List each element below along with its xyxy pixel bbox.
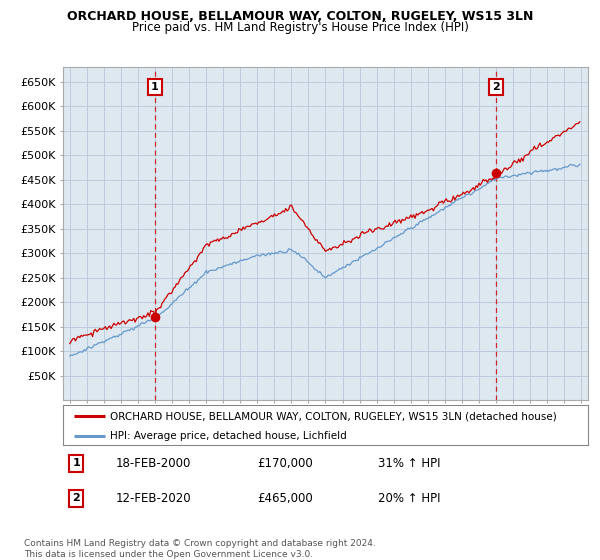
- Text: 20% ↑ HPI: 20% ↑ HPI: [378, 492, 440, 505]
- Text: HPI: Average price, detached house, Lichfield: HPI: Average price, detached house, Lich…: [110, 431, 347, 441]
- Text: ORCHARD HOUSE, BELLAMOUR WAY, COLTON, RUGELEY, WS15 3LN (detached house): ORCHARD HOUSE, BELLAMOUR WAY, COLTON, RU…: [110, 411, 557, 421]
- Text: £170,000: £170,000: [257, 457, 313, 470]
- Text: 2: 2: [72, 493, 80, 503]
- Text: £465,000: £465,000: [257, 492, 313, 505]
- Text: 2: 2: [492, 82, 500, 92]
- Text: ORCHARD HOUSE, BELLAMOUR WAY, COLTON, RUGELEY, WS15 3LN: ORCHARD HOUSE, BELLAMOUR WAY, COLTON, RU…: [67, 10, 533, 23]
- Text: 18-FEB-2000: 18-FEB-2000: [115, 457, 191, 470]
- Text: Price paid vs. HM Land Registry's House Price Index (HPI): Price paid vs. HM Land Registry's House …: [131, 21, 469, 34]
- Text: Contains HM Land Registry data © Crown copyright and database right 2024.
This d: Contains HM Land Registry data © Crown c…: [24, 539, 376, 559]
- Text: 31% ↑ HPI: 31% ↑ HPI: [378, 457, 440, 470]
- Text: 1: 1: [72, 459, 80, 468]
- Text: 1: 1: [151, 82, 159, 92]
- Text: 12-FEB-2020: 12-FEB-2020: [115, 492, 191, 505]
